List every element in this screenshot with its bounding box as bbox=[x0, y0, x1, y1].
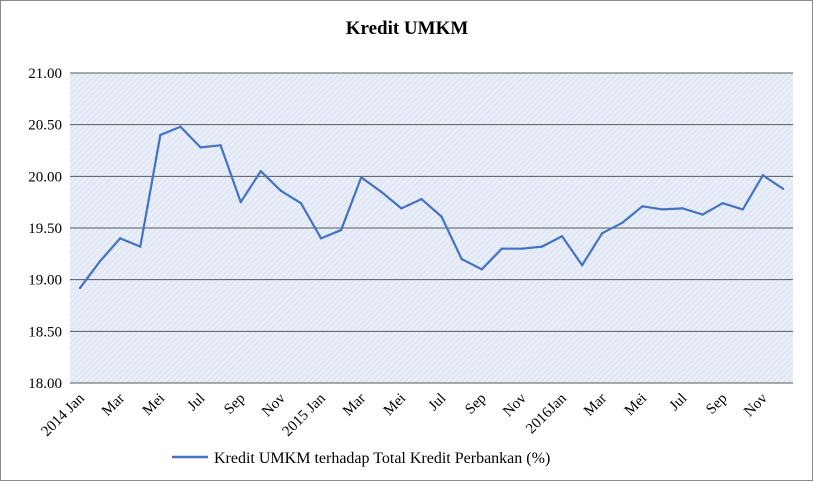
data-point bbox=[721, 202, 724, 205]
data-point bbox=[500, 247, 503, 250]
data-point bbox=[179, 125, 182, 128]
data-point bbox=[400, 207, 403, 210]
data-point bbox=[641, 205, 644, 208]
data-point bbox=[299, 202, 303, 205]
data-point bbox=[339, 228, 343, 232]
data-point bbox=[560, 235, 564, 238]
data-point bbox=[420, 197, 423, 201]
data-point bbox=[741, 208, 744, 211]
data-point bbox=[319, 237, 323, 240]
data-point bbox=[119, 237, 122, 240]
y-tick-label: 20.00 bbox=[28, 169, 62, 185]
data-point bbox=[681, 207, 684, 210]
series-line bbox=[78, 125, 785, 290]
data-point bbox=[621, 221, 624, 225]
data-point bbox=[239, 200, 242, 204]
legend-label: Kredit UMKM terhadap Total Kredit Perban… bbox=[214, 450, 550, 467]
data-point bbox=[380, 190, 383, 194]
data-point bbox=[98, 259, 102, 263]
data-point bbox=[440, 215, 443, 218]
data-point bbox=[460, 257, 463, 261]
data-point bbox=[139, 245, 142, 248]
data-point bbox=[761, 174, 765, 177]
data-point bbox=[580, 264, 584, 267]
y-tick-label: 18.00 bbox=[28, 376, 62, 392]
data-point bbox=[540, 245, 544, 248]
y-tick-label: 20.50 bbox=[28, 118, 62, 134]
data-point bbox=[360, 176, 363, 179]
data-point bbox=[480, 268, 483, 271]
chart-title: Kredit UMKM bbox=[346, 18, 469, 39]
data-point bbox=[701, 213, 704, 216]
data-point bbox=[199, 146, 202, 149]
data-point bbox=[781, 187, 785, 190]
data-point bbox=[601, 231, 604, 235]
data-point bbox=[259, 169, 262, 173]
data-point bbox=[78, 286, 82, 290]
y-tick-label: 21.00 bbox=[28, 66, 62, 82]
y-tick-label: 19.50 bbox=[28, 221, 62, 237]
data-point bbox=[520, 247, 524, 250]
data-point bbox=[159, 133, 162, 137]
data-point bbox=[279, 189, 283, 192]
data-point bbox=[661, 208, 664, 211]
y-tick-label: 19.00 bbox=[28, 273, 62, 289]
data-point bbox=[219, 144, 222, 147]
y-tick-label: 18.50 bbox=[28, 324, 62, 340]
